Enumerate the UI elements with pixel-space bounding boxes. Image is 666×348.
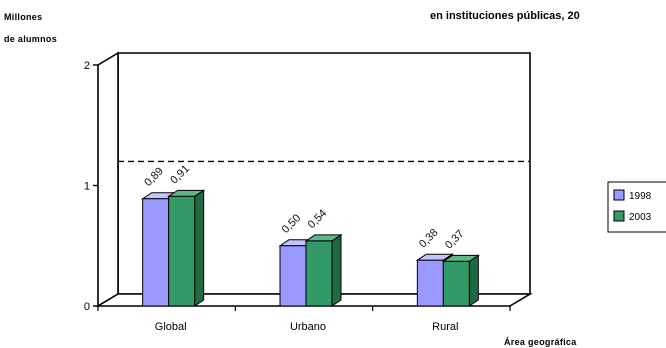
y-tick-label: 1 <box>84 181 90 193</box>
bar-1998-global <box>142 198 170 307</box>
bar-1998-rural <box>416 259 444 307</box>
y-axis-label-line-1: Millones <box>4 12 42 22</box>
legend-label: 1998 <box>629 191 652 202</box>
bar-2003-urbano <box>305 240 333 307</box>
bar-2003-global <box>168 195 196 307</box>
bar-2003-rural <box>442 260 470 307</box>
x-category-label: Urbano <box>290 321 326 333</box>
bar-1998-urbano <box>279 245 307 307</box>
chart-title: en instituciones públicas, 20 <box>430 10 580 22</box>
legend: 1998 2003 <box>607 181 666 233</box>
x-category-label: Global <box>155 321 187 333</box>
y-tick-label: 0 <box>84 301 90 313</box>
x-axis-label: Área geográfica <box>504 337 577 347</box>
y-axis-label-line-2: de alumnos <box>4 34 57 44</box>
bar-side <box>331 233 342 307</box>
bar-side <box>468 254 479 307</box>
bar-side <box>194 189 205 307</box>
legend-swatch-1998 <box>613 189 625 201</box>
y-tick-label: 2 <box>84 60 90 72</box>
plot-side-wall <box>97 51 119 308</box>
legend-swatch-2003 <box>613 210 625 222</box>
legend-label: 2003 <box>629 212 652 223</box>
x-category-label: Rural <box>432 321 458 333</box>
